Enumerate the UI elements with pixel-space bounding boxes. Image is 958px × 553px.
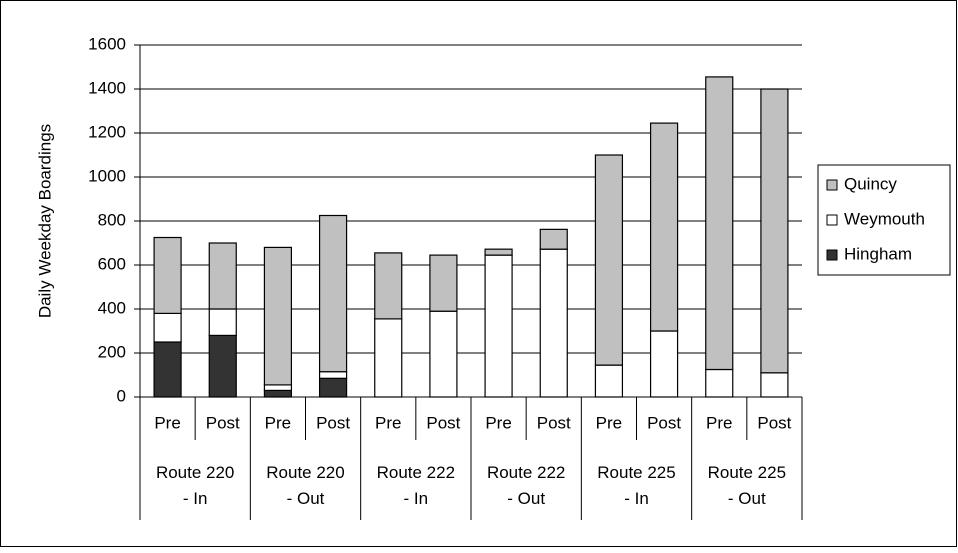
x-tick-label: Post [647,413,681,432]
bar-segment [153,312,182,343]
group-label-line: Route 220 [156,463,234,482]
bar-segment [153,341,182,398]
y-tick-label: 1000 [88,166,126,185]
bar-segment [208,334,237,398]
group-label-line: Route 222 [487,463,565,482]
bar-segment [153,236,182,315]
x-tick-label: Pre [154,413,180,432]
group-label-line: - In [404,489,429,508]
group-label-line: - In [183,489,208,508]
legend-swatch [826,179,838,191]
group-label: Route 225 - In [597,463,675,508]
legend-swatch [826,214,838,226]
group-label-line: Route 220 [266,463,344,482]
group-label-line: Route 225 [597,463,675,482]
y-tick-label: 400 [98,298,126,317]
y-tick-label: 1600 [88,34,126,53]
bar-segment [594,364,624,398]
bar-segment [760,372,789,398]
x-tick-label: Post [537,413,571,432]
group-label-line: Route 225 [708,463,786,482]
bar-segment [374,318,403,398]
y-tick-label: 200 [98,342,126,361]
bar-segment [649,330,679,398]
bar-segment [705,368,734,398]
bar-segment [208,308,237,336]
bar-segment [484,254,513,398]
group-label-line: - Out [507,489,545,508]
y-tick-label: 1400 [88,78,126,97]
bar-segment [649,122,679,332]
bar-segment [263,389,293,398]
y-tick-label: 800 [98,210,126,229]
x-tick-label: Post [426,413,460,432]
bar-segment [705,76,734,371]
x-tick-label: Post [757,413,791,432]
y-tick-label: 0 [117,386,126,405]
x-tick-label: Pre [375,413,401,432]
bar-segment [429,310,458,398]
legend-label: Weymouth [844,209,925,228]
bar-segment [429,254,458,312]
x-tick-label: Post [316,413,350,432]
x-tick-label: Pre [706,413,732,432]
legend-swatch [826,249,838,261]
y-tick-label: 600 [98,254,126,273]
legend-label: Hingham [844,244,912,263]
group-label-line: Route 222 [377,463,455,482]
group-label-line: - In [624,489,649,508]
group-label-line: - Out [287,489,325,508]
x-tick-label: Post [206,413,240,432]
bar-segment [484,248,513,256]
bar-segment [263,384,293,391]
bar-segment [760,88,789,374]
bar-segment [318,377,348,398]
bar-segment [594,154,624,366]
bar-segment [539,248,568,398]
bar-segment [263,246,293,386]
x-tick-label: Pre [265,413,291,432]
y-axis-title: Daily Weekday Boardings [35,124,54,318]
x-tick-label: Pre [596,413,622,432]
group-label: Route 222 - Out [487,463,565,508]
bar-segment [539,228,568,250]
group-label: Route 220 - In [156,463,234,508]
x-tick-label: Pre [485,413,511,432]
group-label-line: - Out [728,489,766,508]
legend-box [817,164,951,276]
group-label: Route 222 - In [377,463,455,508]
bar-segment [374,252,403,320]
group-label: Route 225 - Out [708,463,786,508]
y-tick-label: 1200 [88,122,126,141]
bar-segment [318,371,348,379]
bar-segment [208,242,237,310]
legend-label: Quincy [844,174,897,193]
bar-segment [318,214,348,373]
group-label: Route 220 - Out [266,463,344,508]
